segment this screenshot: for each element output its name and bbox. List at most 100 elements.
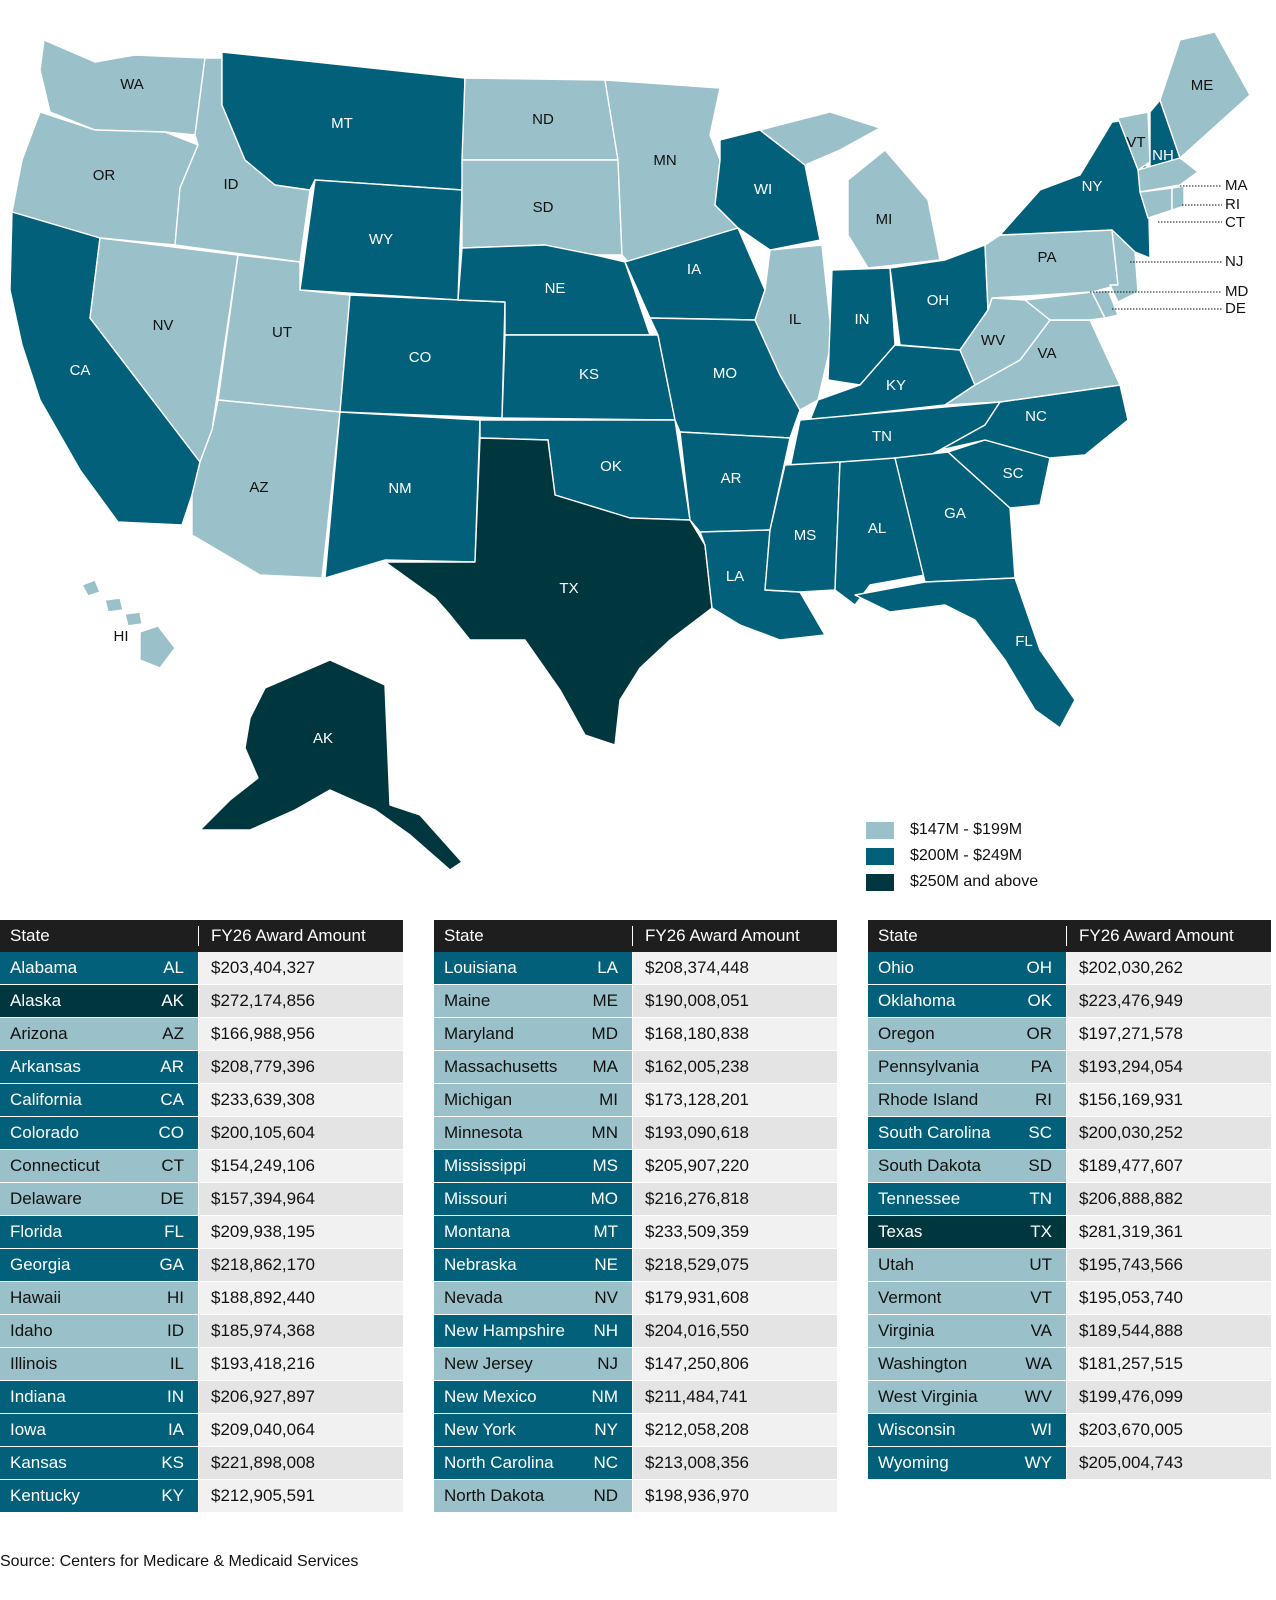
map-label-AL: AL	[868, 520, 886, 537]
state-name: North Carolina	[444, 1453, 554, 1472]
state-abbr: GA	[159, 1255, 184, 1274]
table-row: Vermont VT $195,053,740	[868, 1282, 1271, 1315]
map-label-MN: MN	[653, 152, 676, 169]
table-row: Virginia VA $189,544,888	[868, 1315, 1271, 1348]
state-abbr: HI	[167, 1288, 184, 1307]
state-abbr: PA	[1030, 1057, 1052, 1076]
state-cell: Wisconsin WI	[868, 1414, 1066, 1446]
award-amount: $156,169,931	[1066, 1084, 1271, 1116]
state-cell: Nevada NV	[434, 1282, 632, 1314]
state-abbr: AK	[161, 991, 184, 1010]
table-row: Utah UT $195,743,566	[868, 1249, 1271, 1282]
state-name: Montana	[444, 1222, 511, 1241]
map-label-FL: FL	[1015, 633, 1033, 650]
state-name: Ohio	[878, 958, 914, 977]
state-cell: Vermont VT	[868, 1282, 1066, 1314]
map-label-IN: IN	[855, 311, 870, 328]
map-label-AK: AK	[313, 730, 333, 747]
table-row: Nevada NV $179,931,608	[434, 1282, 837, 1315]
map-label-AR: AR	[721, 470, 742, 487]
state-abbr: MD	[591, 1024, 618, 1043]
state-name: South Carolina	[878, 1123, 991, 1142]
state-name: West Virginia	[878, 1387, 978, 1406]
state-cell: Virginia VA	[868, 1315, 1066, 1347]
award-amount: $193,294,054	[1066, 1051, 1271, 1083]
map-label-NE: NE	[545, 280, 566, 297]
state-abbr: NC	[593, 1453, 618, 1472]
state-WA	[39, 39, 206, 136]
map-label-ID: ID	[224, 176, 239, 193]
table-row: Connecticut CT $154,249,106	[0, 1150, 403, 1183]
table-body: Ohio OH $202,030,262 Oklahoma OK $223,476,949…	[868, 952, 1271, 1480]
state-cell: New York NY	[434, 1414, 632, 1446]
state-MA	[1137, 157, 1199, 193]
state-name: Wyoming	[878, 1453, 949, 1472]
header-amount: FY26 Award Amount	[1066, 926, 1271, 946]
table-row: South Dakota SD $189,477,607	[868, 1150, 1271, 1183]
award-amount: $179,931,608	[632, 1282, 837, 1314]
state-name: Alaska	[10, 991, 62, 1010]
state-abbr: CO	[158, 1123, 185, 1142]
state-cell: Hawaii HI	[0, 1282, 198, 1314]
state-name: Massachusetts	[444, 1057, 558, 1076]
map-label-ME: ME	[1191, 77, 1214, 94]
state-abbr: MN	[591, 1123, 618, 1142]
map-label-SD: SD	[533, 199, 554, 216]
state-cell: Arkansas AR	[0, 1051, 198, 1083]
table-row: Wyoming WY $205,004,743	[868, 1447, 1271, 1480]
state-name: Colorado	[10, 1123, 79, 1142]
state-abbr: NE	[594, 1255, 618, 1274]
state-cell: Florida FL	[0, 1216, 198, 1248]
award-amount: $147,250,806	[632, 1348, 837, 1380]
state-cell: Iowa IA	[0, 1414, 198, 1446]
map-label-IL: IL	[789, 311, 802, 328]
state-IL	[754, 244, 833, 411]
map-label-WA: WA	[120, 76, 144, 93]
award-amount: $162,005,238	[632, 1051, 837, 1083]
state-cell: West Virginia WV	[868, 1381, 1066, 1413]
state-name: Maine	[444, 991, 491, 1010]
award-amount: $189,544,888	[1066, 1315, 1271, 1347]
state-name: Tennessee	[878, 1189, 961, 1208]
state-cell: Wyoming WY	[868, 1447, 1066, 1479]
legend-item-mid: $200M - $249M	[866, 843, 1038, 869]
state-abbr: FL	[164, 1222, 184, 1241]
table-row: Delaware DE $157,394,964	[0, 1183, 403, 1216]
award-amount: $200,030,252	[1066, 1117, 1271, 1149]
map-label-CA: CA	[70, 362, 91, 379]
state-name: Kansas	[10, 1453, 67, 1472]
state-name: Nevada	[444, 1288, 503, 1307]
callout-label-CT: CT	[1225, 214, 1245, 231]
table-row: Alaska AK $272,174,856	[0, 985, 403, 1018]
table-row: Louisiana LA $208,374,448	[434, 952, 837, 985]
table-row: Nebraska NE $218,529,075	[434, 1249, 837, 1282]
award-amount: $181,257,515	[1066, 1348, 1271, 1380]
state-DE	[1091, 289, 1119, 319]
award-amount: $218,862,170	[198, 1249, 403, 1281]
award-amount: $190,008,051	[632, 985, 837, 1017]
map-label-WV: WV	[981, 332, 1005, 349]
table-row: New York NY $212,058,208	[434, 1414, 837, 1447]
state-abbr: CT	[161, 1156, 184, 1175]
state-abbr: NH	[593, 1321, 618, 1340]
map-label-AZ: AZ	[249, 479, 268, 496]
table-row: Missouri MO $216,276,818	[434, 1183, 837, 1216]
state-name: Hawaii	[10, 1288, 62, 1307]
state-abbr: MI	[599, 1090, 618, 1109]
callout-label-DE: DE	[1225, 300, 1246, 317]
award-amount: $208,779,396	[198, 1051, 403, 1083]
state-name: Mississippi	[444, 1156, 527, 1175]
table-header: State FY26 Award Amount	[868, 920, 1271, 952]
state-name: Indiana	[10, 1387, 66, 1406]
map-label-CO: CO	[409, 349, 432, 366]
state-cell: Minnesota MN	[434, 1117, 632, 1149]
state-abbr: SC	[1028, 1123, 1052, 1142]
table-row: Florida FL $209,938,195	[0, 1216, 403, 1249]
state-cell: North Carolina NC	[434, 1447, 632, 1479]
state-cell: Indiana IN	[0, 1381, 198, 1413]
table-row: Maine ME $190,008,051	[434, 985, 837, 1018]
state-cell: Nebraska NE	[434, 1249, 632, 1281]
state-abbr: WY	[1024, 1453, 1052, 1472]
state-name: Idaho	[10, 1321, 53, 1340]
table-row: Maryland MD $168,180,838	[434, 1018, 837, 1051]
